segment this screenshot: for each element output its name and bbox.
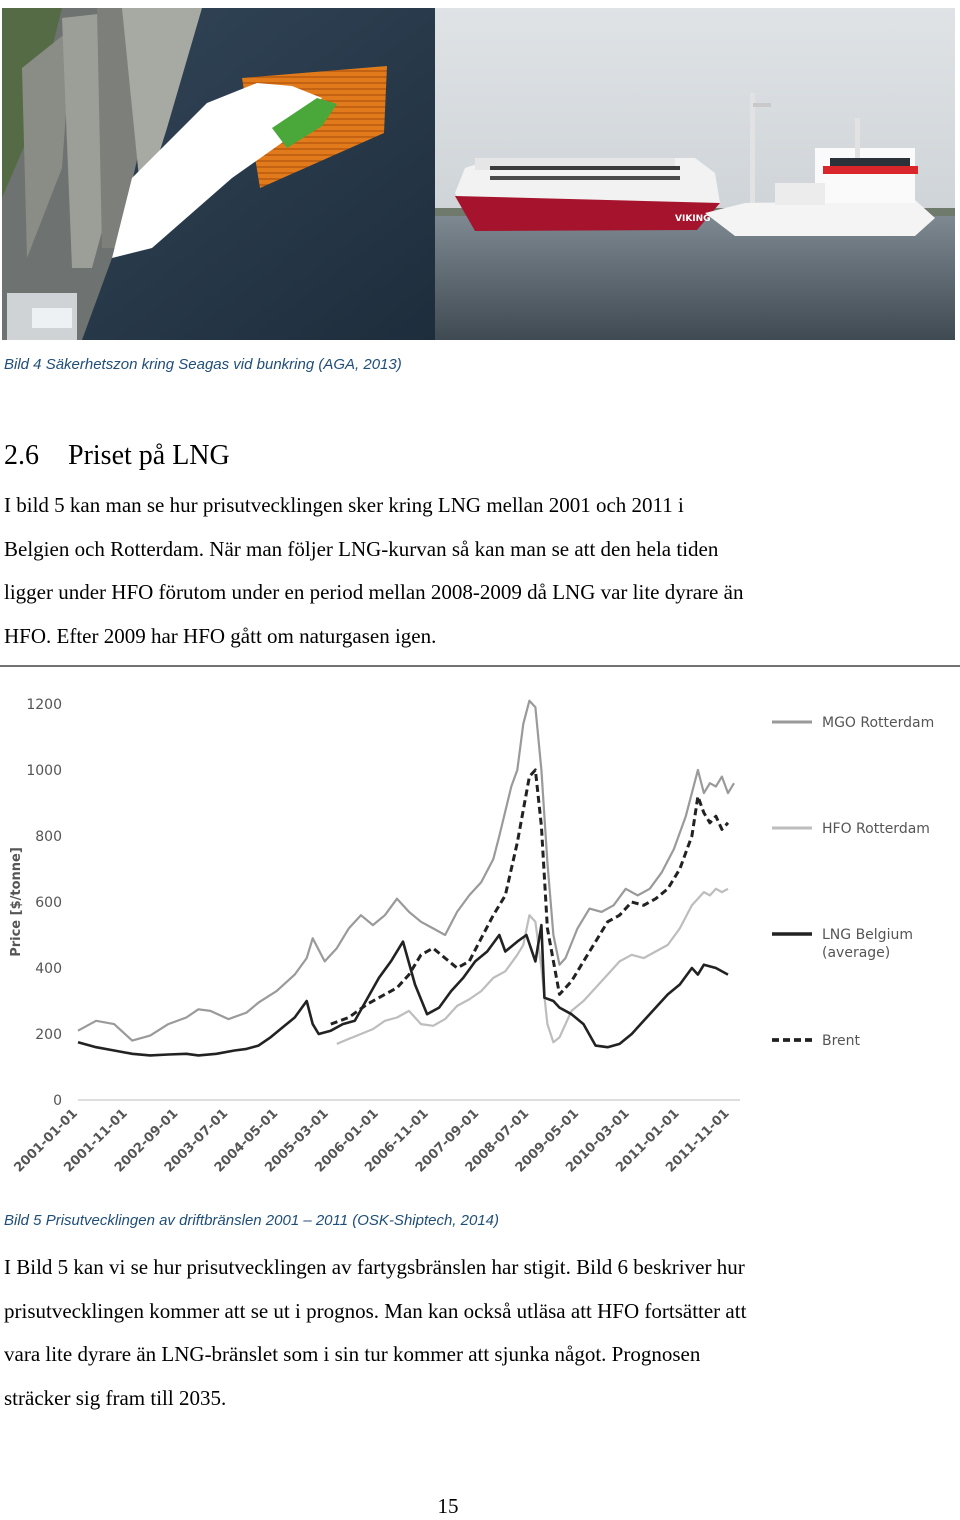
legend-label: Brent — [822, 1033, 861, 1049]
figure-5-caption: Bild 5 Prisutvecklingen av driftbränslen… — [4, 1212, 500, 1229]
figure-4-caption: Bild 4 Säkerhetszon kring Seagas vid bun… — [4, 356, 402, 373]
paragraph-line: I Bild 5 kan vi se hur prisutvecklingen … — [4, 1255, 745, 1279]
paragraph-line: prisutvecklingen kommer att se ut i prog… — [4, 1298, 747, 1323]
series-line-mgo-rotterdam — [77, 699, 735, 1042]
ship-name: VIKING — [675, 214, 711, 224]
paragraph-line: I bild 5 kan man se hur prisutvecklingen… — [4, 493, 684, 517]
paragraph-line: sträcker sig fram till 2035. — [4, 1385, 227, 1410]
aerial-photo-bunkering-zone — [2, 8, 435, 340]
series-line-lng-belgium-average — [77, 923, 729, 1057]
section-number: 2.6 — [4, 440, 39, 471]
section-title: Priset på LNG — [68, 440, 230, 471]
section-heading: 2.6 Priset på LNG — [4, 440, 230, 472]
y-tick-label: 200 — [35, 1027, 62, 1043]
paragraph-line: HFO. Efter 2009 har HFO gått om naturgas… — [4, 623, 437, 648]
paragraph-1: I bild 5 kan man se hur prisutvecklingen… — [4, 484, 944, 658]
paragraph-line: vara lite dyrare än LNG-bränslet som i s… — [4, 1342, 701, 1366]
paragraph-2: I Bild 5 kan vi se hur prisutvecklingen … — [4, 1246, 944, 1420]
legend-label: HFO Rotterdam — [822, 821, 930, 837]
price-chart: 0 200 400 600 800 1000 1200 2001-01-01 2001-11-… — [0, 664, 960, 1200]
y-tick-label: 1200 — [26, 697, 62, 713]
legend-label: LNG Belgium (average) — [822, 927, 913, 961]
y-tick-label: 600 — [35, 895, 62, 911]
page-number: 15 — [437, 1494, 459, 1518]
series-line-hfo-rotterdam — [336, 887, 729, 1045]
paragraph-line: Belgien och Rotterdam. När man följer LN… — [4, 536, 719, 561]
y-tick-label: 400 — [35, 961, 62, 977]
paragraph-line: ligger under HFO förutom under en period… — [4, 580, 744, 604]
y-axis-label: Price [$/tonne] — [9, 847, 24, 957]
y-tick-label: 1000 — [26, 763, 62, 779]
ships-photo: VIKING — [435, 8, 955, 340]
y-tick-label: 800 — [35, 829, 62, 845]
legend-label: MGO Rotterdam — [822, 715, 934, 731]
series-line-brent — [330, 768, 730, 1026]
y-tick-label: 0 — [53, 1093, 62, 1109]
